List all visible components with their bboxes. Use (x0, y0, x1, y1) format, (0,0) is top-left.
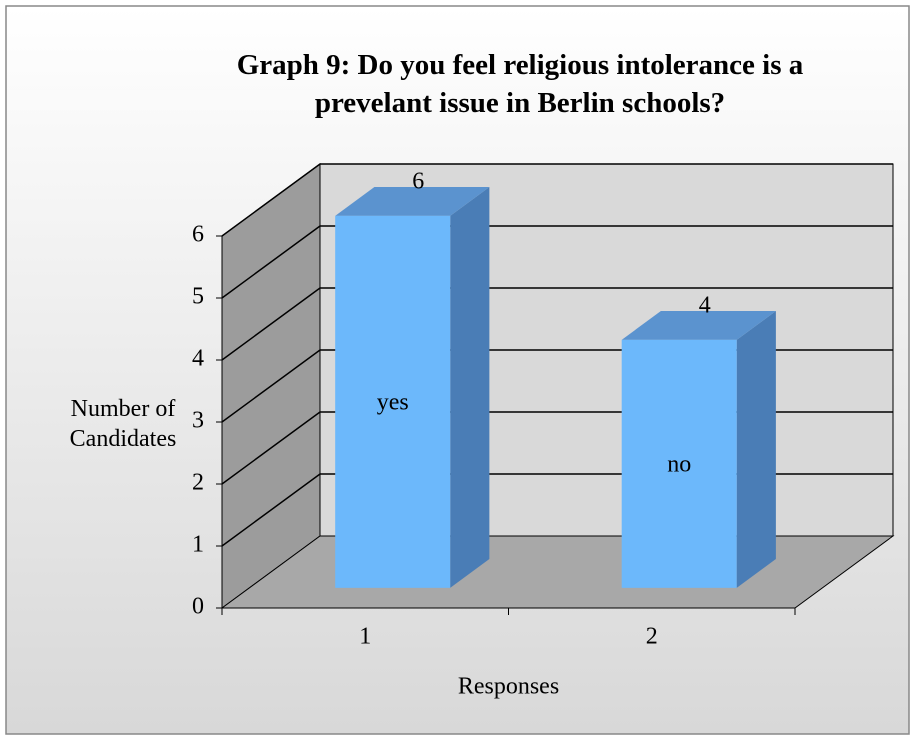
y-tick-label: 3 (192, 408, 204, 434)
grid-line (221, 225, 893, 299)
bar (335, 215, 451, 588)
bar-side (736, 311, 776, 588)
bar-label: yes (377, 389, 409, 415)
x-axis-title: Responses (458, 674, 559, 700)
y-tick-label: 5 (192, 284, 204, 310)
bar (621, 339, 737, 588)
bar-label: no (667, 451, 691, 477)
grid-line (221, 163, 893, 237)
floor (220, 535, 895, 609)
bar-side (450, 187, 490, 588)
y-axis-title: Number of Candidates (69, 396, 177, 452)
bar-top (335, 187, 490, 216)
grid-line (221, 287, 893, 361)
y-tick-label: 0 (192, 594, 204, 620)
data-label: 6 (412, 169, 424, 195)
y-tick-label: 4 (192, 346, 204, 372)
data-label: 4 (699, 293, 711, 319)
x-tick-label: 1 (359, 624, 371, 650)
y-tick-label: 6 (192, 222, 204, 248)
y-tick-label: 2 (192, 470, 204, 496)
y-tick-label: 1 (192, 532, 204, 558)
bar-top (621, 311, 776, 340)
x-tick-label: 2 (646, 624, 658, 650)
chart-title: Graph 9: Do you feel religious intoleran… (236, 49, 804, 119)
